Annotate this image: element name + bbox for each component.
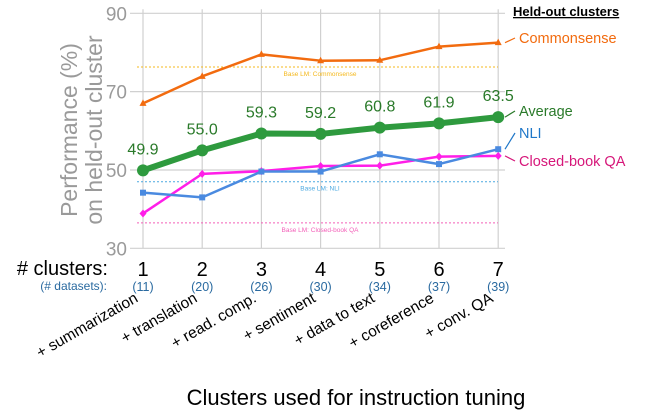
series-closed-book-qa bbox=[139, 151, 502, 218]
data-point bbox=[492, 111, 505, 124]
baselines: Base LM: Commonsense Base LM: NLI Base LM:… bbox=[137, 66, 498, 234]
data-point bbox=[494, 38, 502, 46]
legend-connector bbox=[504, 155, 516, 162]
legend-connector bbox=[504, 132, 516, 150]
clusters-row-label: # clusters: bbox=[17, 258, 108, 280]
data-point bbox=[317, 56, 325, 64]
data-point bbox=[257, 50, 265, 57]
data-point bbox=[433, 117, 445, 130]
x-tick-label: 3 bbox=[256, 259, 267, 281]
dataset-count: (20) bbox=[191, 280, 213, 294]
dataset-count: (34) bbox=[369, 280, 391, 294]
data-point bbox=[376, 151, 383, 158]
data-label: 63.5 bbox=[483, 88, 514, 105]
y-tick-label: 70 bbox=[106, 83, 127, 104]
data-point bbox=[199, 194, 206, 201]
data-point bbox=[198, 169, 206, 178]
data-label: 55.0 bbox=[187, 121, 218, 138]
dataset-count: (26) bbox=[250, 280, 272, 294]
data-label: 61.9 bbox=[423, 94, 454, 111]
cluster-added-label: + conv. QA bbox=[422, 289, 497, 342]
data-point bbox=[376, 56, 384, 63]
data-point bbox=[255, 127, 268, 140]
data-point bbox=[139, 209, 147, 218]
legend-connector bbox=[504, 110, 516, 118]
data-point bbox=[376, 161, 384, 170]
x-tick-label: 7 bbox=[493, 259, 504, 281]
data-point bbox=[196, 144, 209, 157]
series-nli bbox=[140, 146, 502, 201]
datasets-row-label: (# datasets): bbox=[40, 279, 107, 293]
legend-item: NLI bbox=[519, 126, 542, 142]
series: 49.9 55.0 59.3 59.2 60.8 61.9 63.5 bbox=[127, 38, 514, 218]
y-tick-label: 30 bbox=[106, 239, 127, 260]
legend: Held-out clusters Commonsense Average NLI C… bbox=[504, 4, 626, 170]
data-point bbox=[435, 152, 443, 161]
x-axis-title: Clusters used for instruction tuning bbox=[187, 385, 526, 410]
data-point bbox=[317, 162, 325, 171]
y-tick-label: 50 bbox=[106, 161, 127, 182]
y-tick-labels: 30 50 70 90 bbox=[106, 4, 127, 260]
x-tick-label: 5 bbox=[374, 259, 385, 281]
series-commonsense bbox=[139, 38, 502, 106]
dataset-count: (30) bbox=[309, 280, 331, 294]
dataset-count: (11) bbox=[132, 280, 153, 294]
data-point bbox=[140, 189, 146, 196]
legend-title: Held-out clusters bbox=[513, 4, 619, 19]
legend-item: Closed-book QA bbox=[519, 154, 626, 170]
x-tick-label: 2 bbox=[197, 259, 208, 281]
y-axis-title-line2: on held-out cluster bbox=[81, 35, 107, 225]
baseline-label: Base LM: Closed-book QA bbox=[282, 227, 360, 234]
data-point bbox=[137, 164, 149, 177]
data-point bbox=[317, 168, 324, 175]
data-point bbox=[198, 72, 206, 79]
data-point bbox=[436, 161, 442, 168]
legend-item: Commonsense bbox=[519, 31, 617, 47]
data-point bbox=[495, 146, 502, 153]
baseline-label: Base LM: Commonsense bbox=[284, 71, 357, 78]
data-point bbox=[139, 99, 147, 106]
x-tick-label: 1 bbox=[137, 259, 148, 281]
y-axis-title-line1: Performance (%) bbox=[56, 43, 82, 217]
data-label: 59.3 bbox=[246, 105, 277, 122]
dataset-count: (37) bbox=[428, 280, 450, 294]
x-tick-label: 4 bbox=[315, 259, 326, 281]
series-average: 49.9 55.0 59.3 59.2 60.8 61.9 63.5 bbox=[127, 88, 514, 177]
legend-connector bbox=[504, 37, 516, 44]
data-point bbox=[258, 168, 265, 175]
baseline-label: Base LM: NLI bbox=[300, 186, 340, 193]
data-label: 60.8 bbox=[364, 99, 395, 116]
data-point bbox=[373, 121, 386, 134]
data-point bbox=[494, 151, 502, 160]
y-tick-label: 90 bbox=[106, 4, 127, 25]
dataset-count: (39) bbox=[487, 280, 509, 294]
x-tick-label: 6 bbox=[433, 259, 444, 281]
data-label: 59.2 bbox=[305, 105, 336, 122]
data-point bbox=[314, 127, 327, 140]
legend-item: Average bbox=[519, 104, 573, 120]
data-point bbox=[435, 42, 443, 50]
data-label: 49.9 bbox=[127, 141, 158, 158]
cluster-added-label: + summarization bbox=[34, 290, 141, 362]
